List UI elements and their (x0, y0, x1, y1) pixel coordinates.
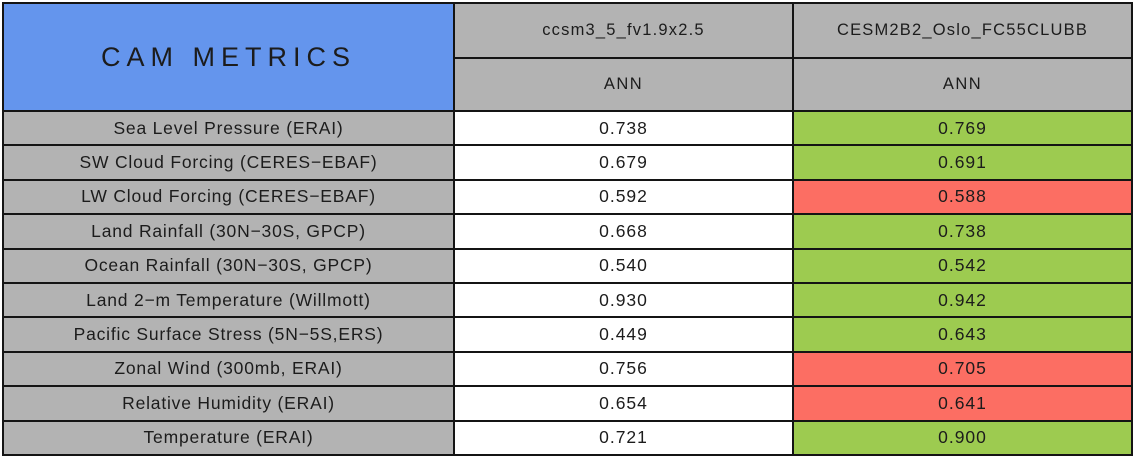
value-cell: 0.769 (792, 109, 1133, 147)
value-cell: 0.679 (453, 144, 794, 181)
metric-row: Zonal Wind (300mb, ERAI) 0.756 0.705 (2, 350, 1133, 388)
value-cell: 0.668 (453, 213, 794, 250)
value-cell: 0.592 (453, 178, 794, 216)
metric-row: SW Cloud Forcing (CERES−EBAF) 0.679 0.691 (2, 144, 1133, 181)
metrics-table-body: Sea Level Pressure (ERAI) 0.738 0.769 SW Cl… (2, 109, 1133, 456)
metric-label-cell: Land 2−m Temperature (Willmott) (2, 281, 455, 319)
value-cell: 0.721 (453, 419, 794, 456)
metric-row: Land Rainfall (30N−30S, GPCP) 0.668 0.738 (2, 213, 1133, 250)
value-cell: 0.542 (792, 247, 1133, 284)
value-cell: 0.705 (792, 350, 1133, 388)
metric-label-cell: LW Cloud Forcing (CERES−EBAF) (2, 178, 455, 216)
metrics-table-header: CAM METRICS ccsm3_5_fv1.9x2.5 CESM2B2_Os… (2, 2, 1133, 112)
metric-row: Pacific Surface Stress (5N−5S,ERS) 0.449 0… (2, 316, 1133, 353)
metric-label-cell: Pacific Surface Stress (5N−5S,ERS) (2, 316, 455, 353)
metric-label-cell: Ocean Rainfall (30N−30S, GPCP) (2, 247, 455, 284)
value-cell: 0.540 (453, 247, 794, 284)
metric-label-cell: Relative Humidity (ERAI) (2, 385, 455, 422)
value-cell: 0.641 (792, 385, 1133, 422)
value-cell: 0.643 (792, 316, 1133, 353)
metric-row: Ocean Rainfall (30N−30S, GPCP) 0.540 0.542 (2, 247, 1133, 284)
value-cell: 0.756 (453, 350, 794, 388)
value-cell: 0.449 (453, 316, 794, 353)
model-header-row: CAM METRICS ccsm3_5_fv1.9x2.5 CESM2B2_Os… (2, 2, 1133, 112)
model-header-cesm2b2: CESM2B2_Oslo_FC55CLUBB (792, 2, 1133, 59)
period-header-ccsm3: ANN (453, 57, 794, 112)
metric-label-cell: Sea Level Pressure (ERAI) (2, 109, 455, 147)
value-cell: 0.588 (792, 178, 1133, 216)
value-cell: 0.691 (792, 144, 1133, 181)
metric-label-cell: Zonal Wind (300mb, ERAI) (2, 350, 455, 388)
metric-row: Temperature (ERAI) 0.721 0.900 (2, 419, 1133, 456)
period-header-row: ANN ANN (3, 57, 1133, 112)
metric-label-cell: SW Cloud Forcing (CERES−EBAF) (2, 144, 455, 181)
value-cell: 0.930 (453, 281, 794, 319)
metric-row: Relative Humidity (ERAI) 0.654 0.641 (2, 385, 1133, 422)
metric-label-cell: Temperature (ERAI) (2, 419, 455, 456)
metric-label-cell: Land Rainfall (30N−30S, GPCP) (2, 213, 455, 250)
value-cell: 0.738 (453, 109, 794, 147)
value-cell: 0.738 (792, 213, 1133, 250)
metric-row: Land 2−m Temperature (Willmott) 0.930 0.94… (2, 281, 1133, 319)
metric-row: Sea Level Pressure (ERAI) 0.738 0.769 (2, 109, 1133, 147)
metric-row: LW Cloud Forcing (CERES−EBAF) 0.592 0.588 (2, 178, 1133, 216)
value-cell: 0.900 (792, 419, 1133, 456)
value-cell: 0.654 (453, 385, 794, 422)
model-header-ccsm3: ccsm3_5_fv1.9x2.5 (453, 2, 794, 59)
table-title: CAM METRICS (2, 2, 455, 112)
period-header-cesm2b2: ANN (792, 57, 1133, 112)
value-cell: 0.942 (792, 281, 1133, 319)
